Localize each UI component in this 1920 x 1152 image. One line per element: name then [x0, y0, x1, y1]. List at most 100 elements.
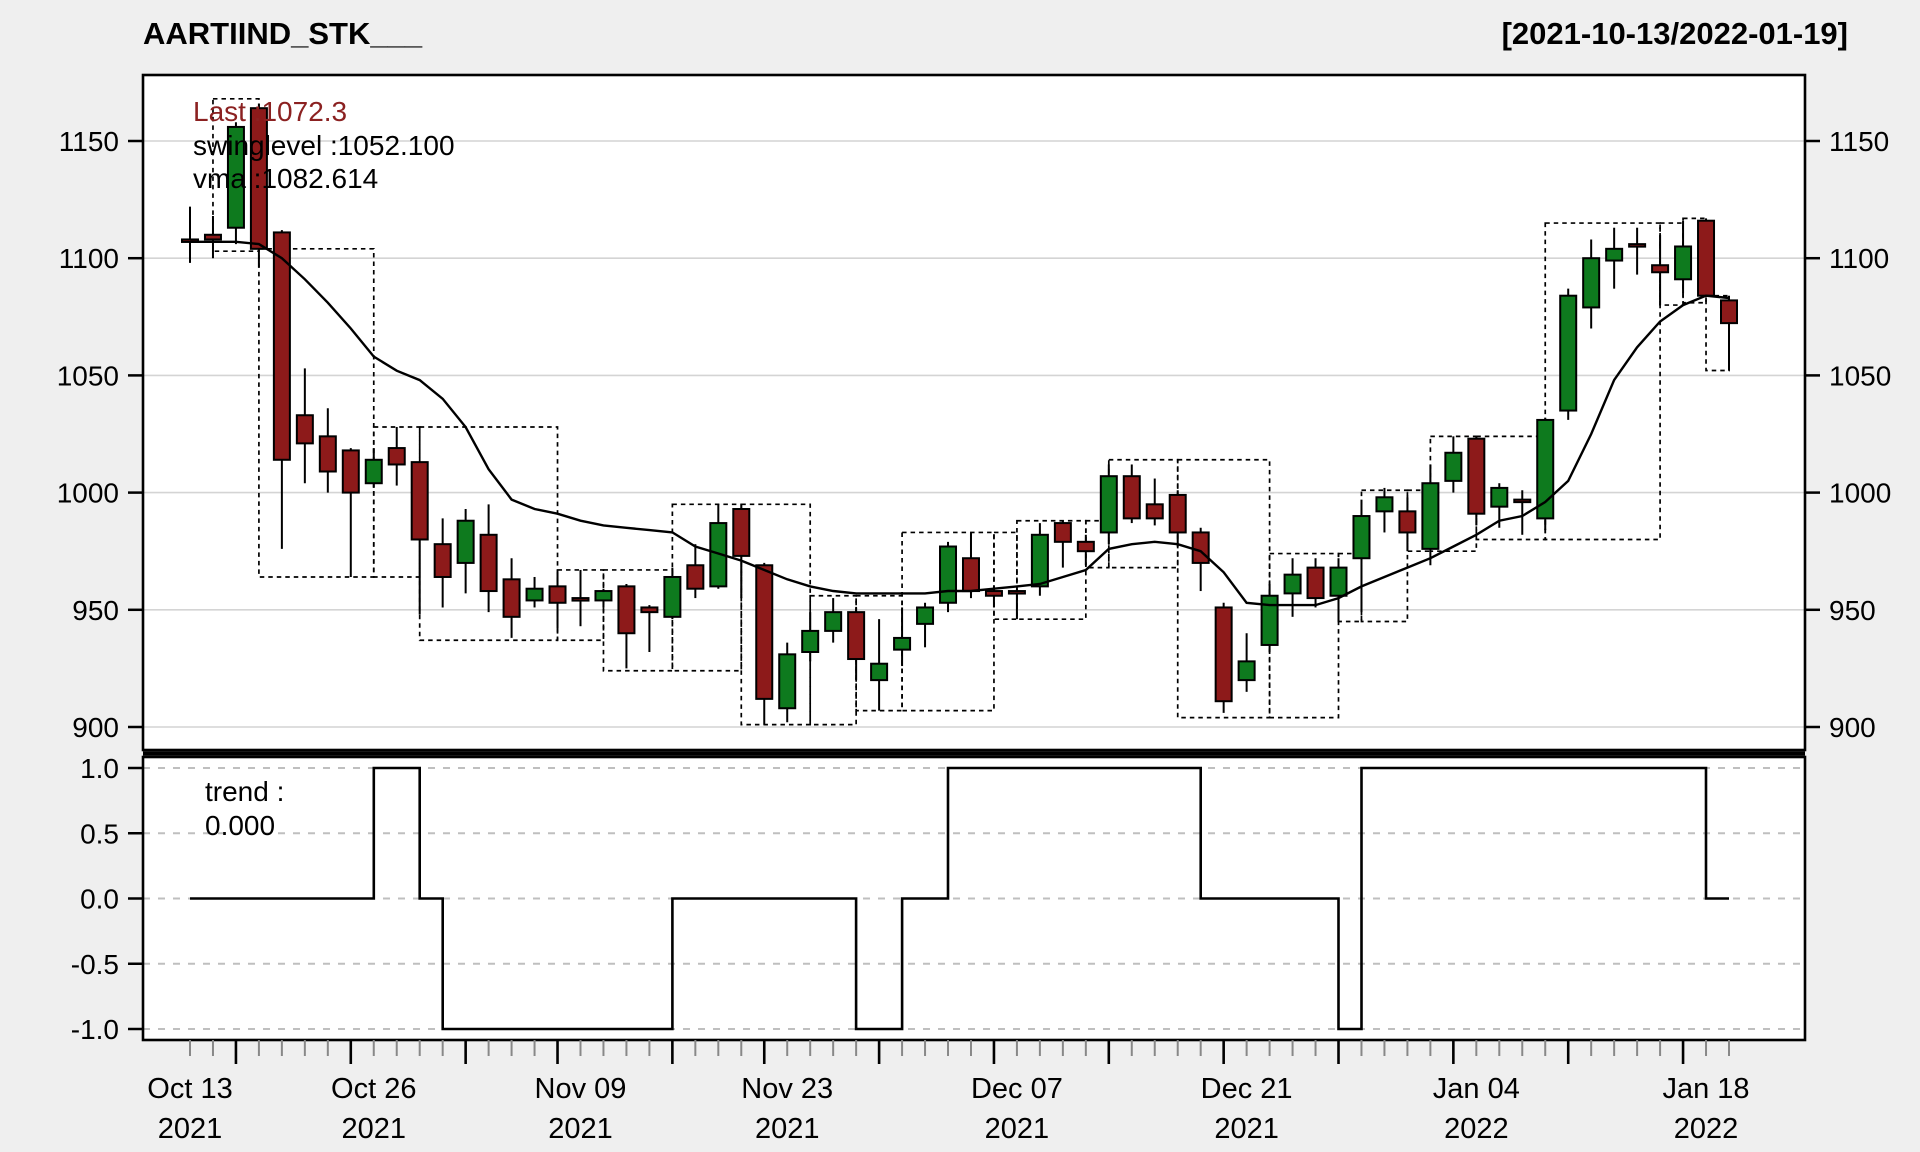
candle-body: [1260, 594, 1279, 646]
candle-body: [1536, 418, 1555, 520]
price-axis-labels: 1150 1150 1100 1100 1050 1050 1000 1000 950 950 90…: [57, 126, 1892, 743]
candle-body: [870, 662, 889, 682]
x-axis-label: Dec 07: [971, 1073, 1063, 1105]
candle-body: [1352, 515, 1371, 560]
candle-body: [272, 231, 291, 461]
x-axis-label: Dec 21: [1201, 1073, 1293, 1105]
trend-legend-value: 0.000: [205, 810, 276, 841]
candle-body: [939, 545, 958, 604]
candle-body: [663, 575, 682, 618]
candle-body: [617, 585, 636, 635]
x-axis-label-year: 2021: [158, 1113, 223, 1145]
y-axis-label-left: 950: [72, 595, 119, 626]
y-axis-label-left: 1100: [59, 243, 119, 274]
y-axis-label-left: 1000: [57, 478, 119, 509]
price-panel-bg: [143, 75, 1805, 750]
swing-box: [1016, 519, 1087, 621]
y-axis-label-right: 1050: [1829, 360, 1891, 391]
candle-body: [686, 564, 705, 590]
candle-body: [548, 585, 567, 604]
x-axis-label-year: 2021: [342, 1113, 407, 1145]
candle-body: [203, 233, 222, 241]
candle-body: [456, 519, 475, 564]
candle-body: [755, 564, 774, 700]
y-axis-label-left: 1050: [57, 360, 119, 391]
candle-body: [732, 508, 751, 557]
swing-box: [993, 531, 1018, 621]
candle-body: [1421, 482, 1440, 550]
candle-body: [1375, 496, 1394, 513]
candle-body: [1214, 606, 1233, 703]
candle-body: [433, 543, 452, 578]
candle-body: [778, 653, 797, 710]
x-axis-label: Jan 18: [1662, 1073, 1749, 1105]
trend-axis-label: -1.0: [71, 1014, 119, 1045]
candle-body: [410, 461, 429, 541]
candle-body: [387, 447, 406, 466]
candle-body: [984, 590, 1003, 597]
swing-box: [809, 594, 857, 726]
candle-body: [1582, 257, 1601, 309]
legend-swinglevel: swinglevel :1052.100: [193, 130, 455, 161]
candle-body: [249, 107, 268, 250]
candle-body: [1007, 590, 1026, 595]
candle-body: [341, 449, 360, 494]
trend-legend-label: trend :: [205, 776, 285, 807]
swing-box: [1360, 489, 1409, 623]
trend-axis-label: -0.5: [71, 949, 119, 980]
candle-body: [1467, 437, 1486, 515]
y-axis-label-right: 950: [1829, 595, 1876, 626]
trend-axis-label: 1.0: [80, 753, 119, 784]
candle-body: [1030, 533, 1049, 588]
candle-body: [1674, 245, 1693, 281]
trend-axis-labels: 1.0 0.5 0.0 -0.5 -1.0: [71, 753, 119, 1045]
x-axis-ticks: [189, 1040, 1730, 1064]
candle-body: [1191, 531, 1210, 564]
candle-body: [502, 578, 521, 618]
candle-body: [1283, 573, 1302, 595]
x-axis-label: Jan 04: [1433, 1073, 1520, 1105]
x-axis-label-year: 2021: [755, 1113, 820, 1145]
candle-body: [318, 435, 337, 473]
x-axis-label: Nov 09: [535, 1073, 627, 1105]
trend-axis-label: 0.5: [80, 818, 119, 849]
candle-body: [893, 636, 912, 651]
candle-body: [525, 587, 544, 602]
x-axis-label-year: 2022: [1444, 1113, 1509, 1145]
candle-body: [295, 414, 314, 445]
x-axis-label-year: 2021: [1214, 1113, 1279, 1145]
candle-body: [916, 606, 935, 625]
candle-body: [1628, 243, 1647, 248]
x-axis-label: Oct 13: [147, 1073, 232, 1105]
candle-body: [1306, 566, 1325, 600]
candle-body: [824, 611, 843, 632]
trend-series: [190, 766, 1729, 1031]
x-axis-label: Nov 23: [741, 1073, 833, 1105]
y-axis-label-left: 1150: [59, 126, 119, 157]
candle-body: [1329, 566, 1348, 597]
candle-body: [847, 611, 866, 661]
vma-line: [190, 240, 1730, 607]
date-range: [2021-10-13/2022-01-19]: [1501, 16, 1848, 51]
candle-body: [1513, 498, 1532, 504]
legend-last: Last :1072.3: [193, 96, 348, 127]
candle-body: [1053, 522, 1072, 543]
candle-body: [1237, 660, 1256, 682]
candle-body: [571, 597, 590, 602]
y-axis-label-right: 1150: [1829, 126, 1889, 157]
x-axis-labels: Oct 13 2021 Oct 26 2021 Nov 09 2021 Nov 23 2021…: [147, 1073, 1749, 1145]
swing-box: [1544, 222, 1661, 541]
candle-body: [479, 533, 498, 593]
candles: [181, 103, 1738, 725]
candle-body: [1398, 510, 1417, 534]
legend-vma: vma :1082.614: [193, 163, 379, 194]
x-axis-label-year: 2021: [985, 1113, 1050, 1145]
candle-body: [594, 590, 613, 602]
candle-body: [1444, 451, 1463, 482]
candle-body: [1605, 247, 1624, 262]
vma: [190, 240, 1730, 607]
candle-body: [1168, 493, 1187, 534]
candle-body: [1651, 264, 1670, 274]
y-axis-label-right: 1100: [1829, 243, 1889, 274]
